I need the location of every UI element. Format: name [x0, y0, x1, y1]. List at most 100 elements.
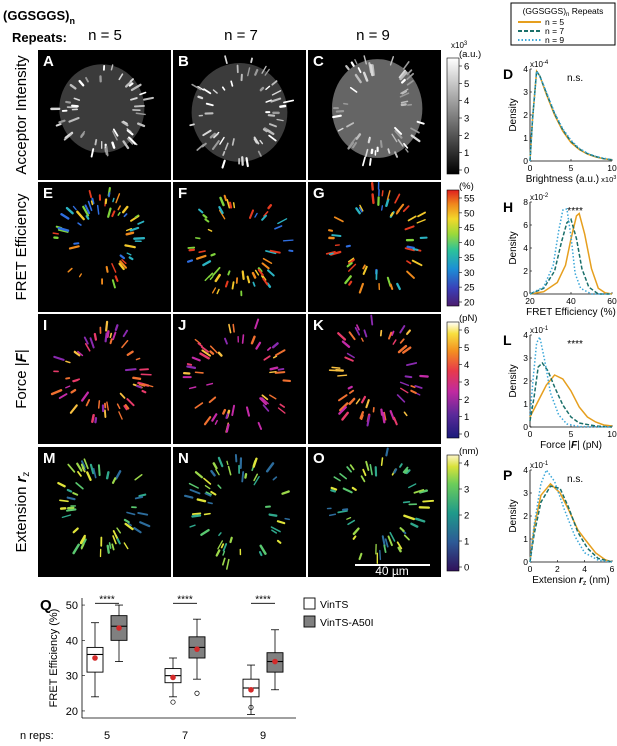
- significance-label: n.s.: [567, 474, 583, 485]
- image-panel-m: M: [38, 447, 171, 577]
- column-header-n7: n = 7: [224, 27, 258, 44]
- panel-letter-g: G: [313, 185, 325, 202]
- colorbar-tick: 3: [464, 114, 469, 125]
- density-x-label: FRET Efficiency (%): [526, 307, 616, 318]
- image-panel-o: O: [308, 447, 441, 577]
- legend-swatch: [303, 615, 316, 628]
- colorbar-tick: 0: [464, 563, 469, 574]
- colorbar-tick: 4: [464, 96, 469, 107]
- boxplot-y-label: FRET Efficiency (%): [48, 609, 60, 708]
- significance-label: ****: [567, 206, 583, 217]
- y-tick-label: 0: [523, 422, 528, 432]
- image-row-4: Extension rz M N O (nm) 4 3 2 1 0: [13, 446, 479, 577]
- density-curve-n9: [529, 207, 612, 295]
- box-vints-n5: [86, 622, 104, 698]
- colorbar-4: (nm) 4 3 2 1 0: [446, 446, 479, 574]
- image-panel-b: B: [173, 50, 306, 180]
- outlier-point: [170, 699, 176, 705]
- density-x-label: Extension rz (nm): [532, 575, 609, 587]
- x-tick-label: 0: [528, 429, 533, 439]
- legend-swatch: [303, 597, 316, 610]
- panel-letter-a: A: [43, 53, 54, 70]
- panel-letter-c: C: [313, 53, 324, 70]
- density-curve-n9: [529, 69, 613, 162]
- legend-label-n9: n = 9: [545, 35, 564, 45]
- legend-label-n7: n = 7: [545, 26, 564, 36]
- colorbar-tick: 0: [464, 430, 469, 441]
- y-tick-label: 2: [523, 376, 528, 386]
- row-label-4: Extension rz: [13, 472, 32, 553]
- colorbar-2: (%) 55 50 45 40 35 30 25 20: [446, 181, 475, 309]
- panel-letter-n: N: [178, 450, 189, 467]
- y-tick-label: 0: [523, 557, 528, 567]
- density-y-label: Density: [508, 499, 519, 532]
- panel-letter-l: L: [503, 332, 512, 348]
- scale-bar-label: 40 µm: [375, 564, 409, 578]
- density-y-label: Density: [508, 98, 519, 131]
- x-tick-label: 40: [566, 296, 576, 306]
- density-curve-n5: [529, 482, 613, 563]
- boxplot-category: 9: [260, 730, 266, 742]
- density-x-label: Brightness (a.u.) x103: [526, 174, 617, 185]
- panel-letter-f: F: [178, 185, 187, 202]
- image-panel-c: C: [308, 50, 441, 180]
- outlier-point: [248, 704, 254, 710]
- row-label-3: Force |F|: [13, 349, 30, 408]
- y-tick-label: 4: [523, 330, 528, 340]
- panel-letter-d: D: [503, 66, 513, 82]
- image-panel-n: N: [173, 447, 306, 577]
- colorbar-tick: 6: [464, 62, 469, 73]
- box-vints-a50i-n5: [110, 604, 128, 662]
- mean-marker: [92, 655, 98, 661]
- y-tick-label: 3: [523, 488, 528, 498]
- y-tick-label: 1: [523, 399, 528, 409]
- panel-letter-p: P: [503, 467, 512, 483]
- y-tick-label: 4: [523, 465, 528, 475]
- colorbar-1: x103(a.u.) 6 5 4 3 2 1 0: [446, 41, 481, 177]
- boxplot-x-label: n reps:: [20, 730, 54, 742]
- density-curve-n5: [529, 69, 613, 162]
- colorbar-tick: 55: [464, 194, 475, 205]
- row-label-1: Acceptor Intensity: [13, 55, 30, 175]
- y-tick-label: 3: [523, 353, 528, 363]
- x-tick-label: 20: [525, 296, 535, 306]
- x-tick-label: 60: [607, 296, 617, 306]
- outlier-point: [194, 690, 200, 696]
- mean-marker: [248, 686, 254, 693]
- colorbar-tick: 4: [464, 360, 469, 371]
- image-panel-j: J: [173, 314, 306, 444]
- y-tick-label: 8: [523, 197, 528, 207]
- colorbar-tick: 2: [464, 511, 469, 522]
- density-y-scale: x10-4: [530, 60, 549, 69]
- image-panel-g: G: [308, 181, 441, 312]
- box-vints-a50i-n7: [188, 618, 206, 696]
- density-y-scale: x10-1: [530, 461, 549, 470]
- boxplot-legend-label: VinTS-A50I: [320, 617, 374, 629]
- panel-letter-k: K: [313, 317, 324, 334]
- colorbar-tick: 1: [464, 537, 469, 548]
- mean-marker: [194, 646, 200, 652]
- image-panel-k: K: [308, 314, 441, 444]
- density-y-scale: x10-1: [530, 326, 549, 335]
- density-curve-n9: [529, 468, 613, 563]
- boxplot-y-tick: 50: [66, 600, 78, 612]
- colorbar-tick: 20: [464, 298, 475, 309]
- panel-letter-q: Q: [40, 597, 52, 614]
- image-row-3: Force |F| I J K (pN) 6 5 4 3 2 1 0: [13, 313, 477, 444]
- boxplot-category: 7: [182, 730, 188, 742]
- colorbar-tick: 0: [464, 166, 469, 177]
- x-tick-label: 0: [528, 163, 533, 173]
- colorbar-3: (pN) 6 5 4 3 2 1 0: [446, 313, 477, 441]
- legend: (GGSGGS)n Repeats n = 5 n = 7 n = 9: [510, 2, 616, 46]
- mean-marker: [116, 625, 122, 631]
- box-vints-n9: [242, 664, 260, 715]
- panel-letter-e: E: [43, 185, 53, 202]
- x-tick-label: 10: [607, 429, 617, 439]
- y-tick-label: 6: [523, 220, 528, 230]
- colorbar-unit: (nm): [459, 446, 479, 457]
- x-tick-label: 5: [569, 163, 574, 173]
- density-curve-n7: [529, 485, 613, 563]
